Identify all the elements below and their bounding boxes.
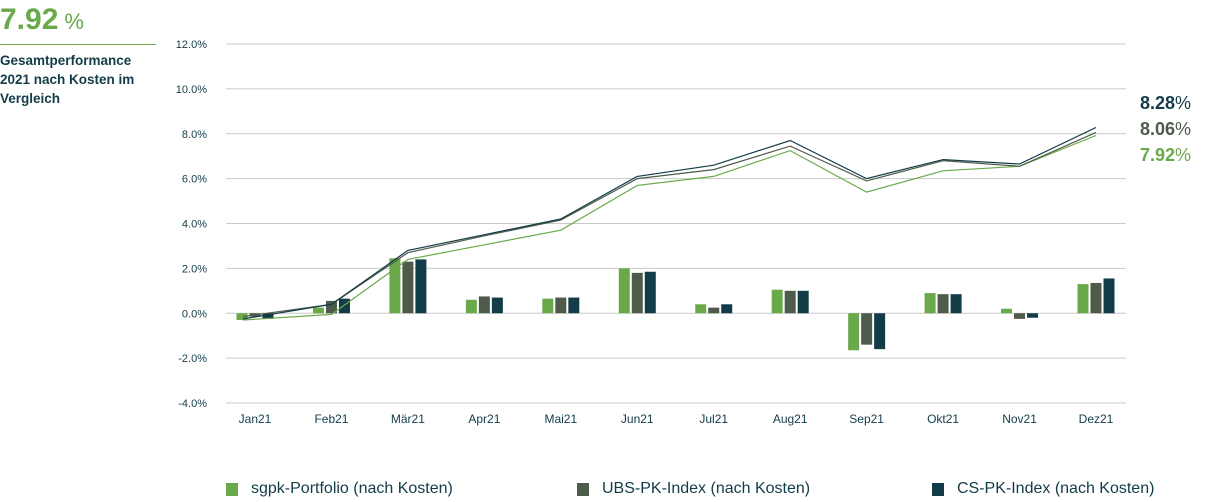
headline-unit: % [64, 9, 84, 34]
bar-layer [236, 258, 1115, 351]
legend-item-sgpk: sgpk-Portfolio (nach Kosten) [226, 480, 453, 498]
subtitle-line: Vergleich [0, 91, 61, 106]
grid-layer [226, 43, 1126, 404]
bar-sgpk [848, 313, 860, 351]
bar-ubs [478, 296, 490, 314]
legend-swatch-cs [932, 482, 944, 496]
line-ubs [242, 131, 1097, 318]
y-tick-label: 4.0% [182, 219, 207, 231]
bar-cs [644, 271, 656, 314]
legend-label: sgpk-Portfolio (nach Kosten) [251, 480, 453, 497]
bar-ubs [708, 307, 720, 314]
chart-legend: sgpk-Portfolio (nach Kosten) UBS-PK-Inde… [0, 478, 1206, 502]
bar-ubs [631, 272, 643, 314]
bar-sgpk [695, 304, 707, 314]
headline-value-row: 7.92% [0, 2, 162, 40]
bar-sgpk [1077, 284, 1089, 314]
x-tick-label: Nov21 [1002, 412, 1037, 426]
x-tick-label: Jul21 [699, 412, 728, 426]
bar-cs [721, 304, 733, 314]
legend-label: UBS-PK-Index (nach Kosten) [602, 480, 811, 497]
bar-sgpk [771, 289, 783, 314]
bar-cs [491, 297, 503, 314]
bar-ubs [861, 313, 873, 345]
headline-value: 7.92 [0, 3, 59, 36]
headline: 7.92% Gesamtperformance 2021 nach Kosten… [0, 2, 162, 108]
bar-sgpk [618, 268, 630, 314]
legend-label: CS-PK-Index (nach Kosten) [957, 480, 1155, 497]
line-layer [242, 126, 1097, 321]
bar-sgpk [389, 258, 401, 314]
bar-cs [950, 294, 962, 314]
bar-ubs [555, 297, 567, 314]
end-label-sgpk: 7.92% [1140, 144, 1191, 166]
end-label-value: 8.06 [1140, 119, 1176, 139]
x-axis-ticks: Jan21 Feb21 Mär21 Apr21 Mai21 Jun21 Jul21 Aug21… [239, 412, 1114, 426]
x-tick-label: Mär21 [391, 412, 425, 426]
y-tick-label: 0.0% [182, 308, 207, 320]
x-tick-label: Sep21 [849, 412, 884, 426]
legend-item-cs: CS-PK-Index (nach Kosten) [932, 480, 1154, 498]
x-tick-label: Jun21 [621, 412, 654, 426]
bar-ubs [937, 294, 949, 314]
bar-ubs [325, 300, 337, 314]
bar-cs [568, 297, 580, 314]
end-label-unit: % [1175, 119, 1192, 139]
subtitle-line: Gesamtperformance [0, 53, 132, 68]
bar-sgpk [542, 298, 554, 314]
end-label-ubs: 8.06% [1140, 118, 1191, 140]
legend-swatch-sgpk [226, 482, 238, 496]
bar-sgpk [924, 293, 936, 314]
bar-sgpk [1001, 308, 1013, 314]
x-tick-label: Apr21 [468, 412, 500, 426]
performance-chart: 12.0% 10.0% 8.0% 6.0% 4.0% 2.0% 0.0% -2.0% -4.0%… [176, 39, 1126, 426]
bar-ubs [402, 261, 414, 314]
end-label-cs: 8.28% [1140, 92, 1191, 114]
bar-cs [1027, 313, 1039, 318]
legend-swatch-ubs [577, 482, 589, 496]
x-tick-label: Okt21 [927, 412, 959, 426]
bar-cs [797, 290, 809, 314]
bar-cs [262, 313, 274, 319]
line-sgpk [242, 134, 1097, 321]
y-tick-label: 2.0% [182, 263, 207, 275]
bar-ubs [1090, 282, 1102, 314]
x-tick-label: Aug21 [773, 412, 808, 426]
bar-sgpk [236, 313, 248, 320]
x-tick-label: Jan21 [239, 412, 272, 426]
x-tick-label: Mai21 [544, 412, 577, 426]
y-tick-label: -4.0% [178, 398, 207, 410]
bar-cs [1103, 278, 1115, 314]
y-axis-ticks: 12.0% 10.0% 8.0% 6.0% 4.0% 2.0% 0.0% -2.0% -4.0% [176, 39, 207, 410]
subtitle-line: 2021 nach Kosten im [0, 72, 135, 87]
y-tick-label: -2.0% [178, 353, 207, 365]
y-tick-label: 12.0% [176, 39, 207, 51]
headline-divider [0, 44, 156, 45]
bar-sgpk [312, 307, 324, 314]
bar-cs [874, 313, 886, 350]
bar-ubs [784, 290, 796, 314]
bar-cs [415, 259, 427, 314]
end-label-unit: % [1175, 93, 1192, 113]
end-label-value: 8.28 [1140, 93, 1176, 113]
y-tick-label: 8.0% [182, 129, 207, 141]
y-tick-label: 10.0% [176, 84, 207, 96]
y-tick-label: 6.0% [182, 174, 207, 186]
bar-sgpk [465, 299, 477, 314]
x-tick-label: Dez21 [1079, 412, 1114, 426]
legend-item-ubs: UBS-PK-Index (nach Kosten) [577, 480, 810, 498]
bar-cs [338, 298, 350, 314]
end-label-value: 7.92 [1140, 145, 1176, 165]
headline-subtitle: Gesamtperformance 2021 nach Kosten im Ve… [0, 51, 162, 108]
line-cs [242, 126, 1097, 320]
bar-ubs [1014, 313, 1026, 319]
x-tick-label: Feb21 [314, 412, 348, 426]
end-label-unit: % [1175, 145, 1192, 165]
